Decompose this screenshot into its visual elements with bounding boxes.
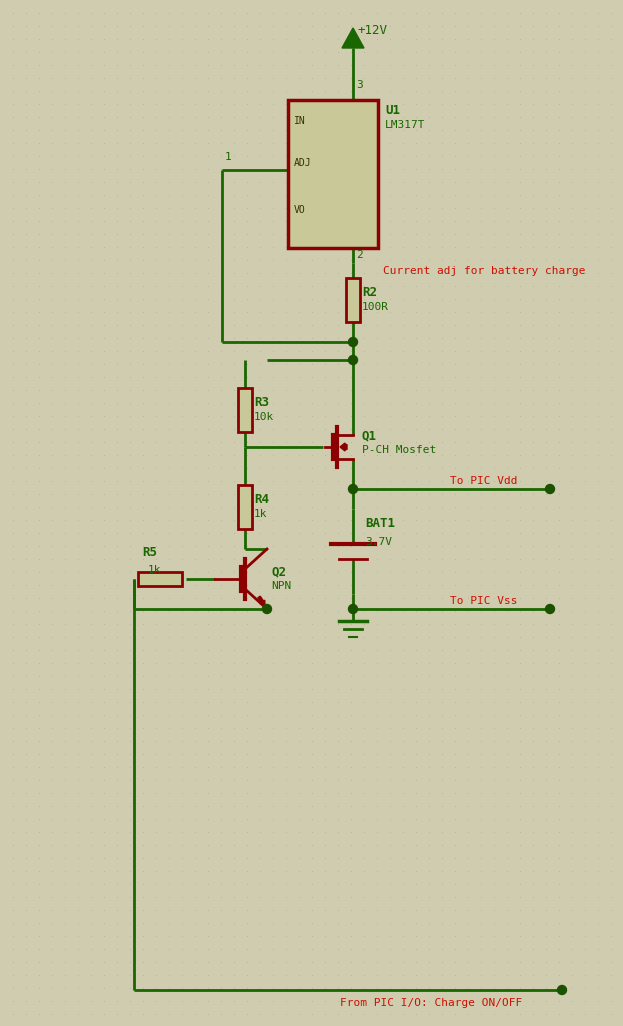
Text: To PIC Vss: To PIC Vss	[450, 596, 518, 606]
Text: 2: 2	[356, 250, 363, 260]
Text: P-CH Mosfet: P-CH Mosfet	[362, 445, 436, 455]
Text: 1: 1	[225, 152, 232, 162]
Text: +12V: +12V	[358, 24, 388, 37]
Text: IN: IN	[294, 116, 306, 126]
Bar	[288, 100, 378, 248]
Circle shape	[262, 604, 272, 614]
Bar	[238, 485, 252, 529]
Text: 3: 3	[356, 80, 363, 90]
Text: R2: R2	[362, 286, 377, 299]
FancyArrow shape	[340, 443, 347, 451]
Text: Current adj for battery charge: Current adj for battery charge	[383, 266, 586, 276]
Text: ADJ: ADJ	[294, 158, 312, 168]
Text: LM317T: LM317T	[385, 120, 426, 130]
Text: R5: R5	[142, 546, 157, 559]
Bar	[346, 278, 360, 322]
Text: From PIC I/O: Charge ON/OFF: From PIC I/O: Charge ON/OFF	[340, 998, 522, 1008]
Circle shape	[348, 604, 358, 614]
Text: R3: R3	[254, 396, 269, 409]
Text: U1: U1	[385, 104, 400, 117]
Bar	[238, 388, 252, 432]
Circle shape	[546, 604, 554, 614]
Circle shape	[546, 484, 554, 494]
Circle shape	[348, 355, 358, 364]
Text: 1k: 1k	[148, 565, 161, 575]
Text: R4: R4	[254, 494, 269, 506]
Text: VO: VO	[294, 205, 306, 215]
Text: 3.7V: 3.7V	[365, 537, 392, 547]
Text: 10k: 10k	[254, 412, 274, 422]
Circle shape	[558, 986, 566, 994]
Text: 1k: 1k	[254, 509, 267, 519]
FancyArrow shape	[258, 596, 265, 606]
Text: Q1: Q1	[362, 429, 377, 442]
Circle shape	[348, 338, 358, 347]
Polygon shape	[342, 28, 364, 48]
Text: NPN: NPN	[271, 581, 291, 591]
Text: 100R: 100R	[362, 302, 389, 312]
Text: BAT1: BAT1	[365, 517, 395, 530]
Bar	[138, 573, 182, 586]
Text: Q2: Q2	[271, 565, 286, 578]
Circle shape	[348, 484, 358, 494]
Text: To PIC Vdd: To PIC Vdd	[450, 476, 518, 486]
